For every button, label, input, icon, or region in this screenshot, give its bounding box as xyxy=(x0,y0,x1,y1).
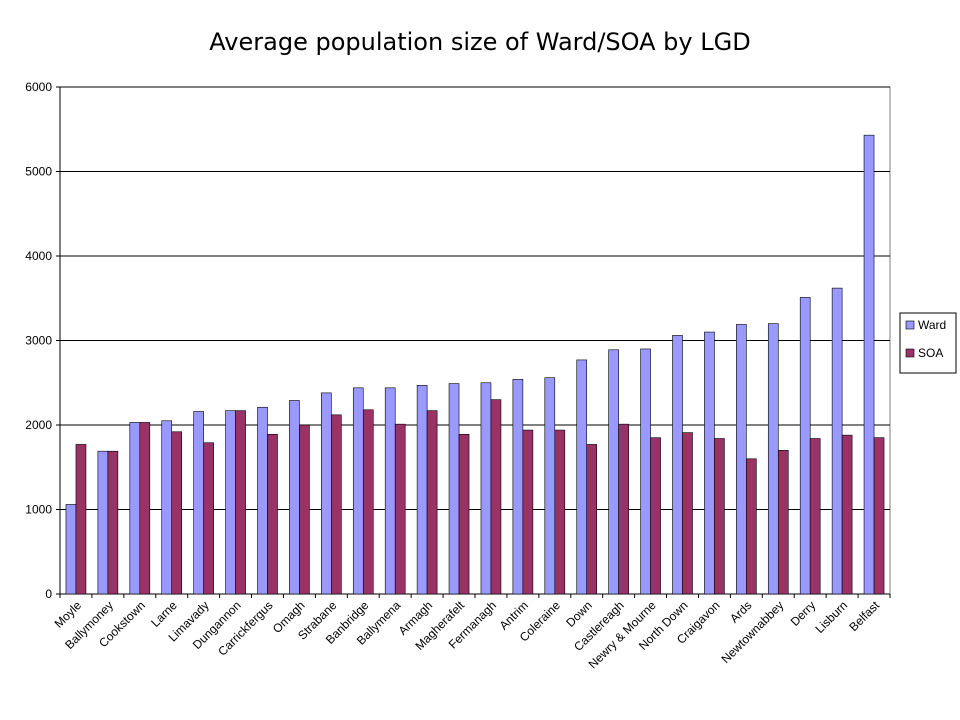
y-tick-label: 5000 xyxy=(25,165,52,179)
y-tick-label: 2000 xyxy=(25,418,52,432)
bar-ward-fermanagh xyxy=(480,382,492,595)
bar-soa-banbridge xyxy=(362,409,374,595)
bar-ward-ballymena xyxy=(384,387,396,595)
legend-swatch-ward xyxy=(905,320,915,330)
bar-ward-north-down xyxy=(672,335,683,595)
bar-soa-craigavon xyxy=(714,438,725,595)
bar-soa-ballymena xyxy=(394,423,406,595)
bar-ward-banbridge xyxy=(352,387,364,595)
bar-soa-fermanagh xyxy=(490,399,502,595)
bar-soa-carrickfergus xyxy=(267,433,278,595)
bar-soa-ballymoney xyxy=(107,450,119,595)
category-label: Belfast xyxy=(846,598,882,634)
bar-ward-armagh xyxy=(416,384,428,595)
bar-ward-derry xyxy=(799,297,811,595)
legend-label-soa: SOA xyxy=(918,346,943,360)
bar-soa-antrim xyxy=(522,429,534,595)
bar-ward-strabane xyxy=(321,392,332,595)
bar-ward-lisburn xyxy=(831,287,843,595)
legend-label-ward: Ward xyxy=(918,318,946,332)
y-tick-label: 1000 xyxy=(25,503,52,517)
bar-ward-magherafelt xyxy=(448,383,460,595)
bar-ward-craigavon xyxy=(704,331,715,595)
bar-soa-omagh xyxy=(299,424,310,595)
bar-ward-carrickfergus xyxy=(257,406,268,595)
bar-ward-newry-mourne xyxy=(640,348,651,595)
bar-ward-newtownabbey xyxy=(767,323,779,595)
bar-soa-castlereagh xyxy=(618,423,629,595)
bar-soa-magherafelt xyxy=(458,433,470,595)
bar-soa-dungannon xyxy=(235,410,246,595)
bar-ward-larne xyxy=(161,420,173,595)
bar-ward-ards xyxy=(736,324,747,595)
bar-soa-strabane xyxy=(331,414,342,595)
bar-soa-lisburn xyxy=(841,434,853,595)
bar-ward-antrim xyxy=(512,379,524,595)
y-tick-label: 4000 xyxy=(25,249,52,263)
bar-ward-dungannon xyxy=(225,410,236,595)
bar-soa-ards xyxy=(746,458,757,595)
bar-ward-down xyxy=(576,359,588,595)
bar-ward-limavady xyxy=(193,411,204,595)
bar-soa-moyle xyxy=(75,444,87,595)
bar-ward-cookstown xyxy=(129,422,141,595)
bar-soa-limavady xyxy=(203,442,214,595)
bar-soa-larne xyxy=(171,431,183,595)
bar-soa-newtownabbey xyxy=(777,450,789,595)
bar-soa-cookstown xyxy=(139,422,151,595)
bar-soa-north-down xyxy=(682,432,693,595)
y-tick-label: 6000 xyxy=(25,80,52,94)
legend-swatch-soa xyxy=(905,348,915,358)
bar-ward-moyle xyxy=(65,504,77,595)
bar-ward-omagh xyxy=(289,400,300,595)
bar-ward-castlereagh xyxy=(608,349,619,595)
category-label: Ards xyxy=(727,598,754,625)
bar-ward-ballymoney xyxy=(97,450,109,595)
bar-ward-coleraine xyxy=(544,377,556,595)
bar-ward-belfast xyxy=(863,134,875,595)
bar-soa-derry xyxy=(809,438,821,595)
bar-soa-coleraine xyxy=(554,429,566,595)
y-tick-label: 0 xyxy=(45,587,52,601)
category-label: Lisburn xyxy=(813,598,851,636)
bar-soa-down xyxy=(586,444,598,595)
y-tick-label: 3000 xyxy=(25,334,52,348)
bar-soa-belfast xyxy=(873,437,885,595)
bar-soa-armagh xyxy=(426,410,438,595)
chart-title: Average population size of Ward/SOA by L… xyxy=(209,28,751,56)
bar-soa-newry-mourne xyxy=(650,437,661,595)
